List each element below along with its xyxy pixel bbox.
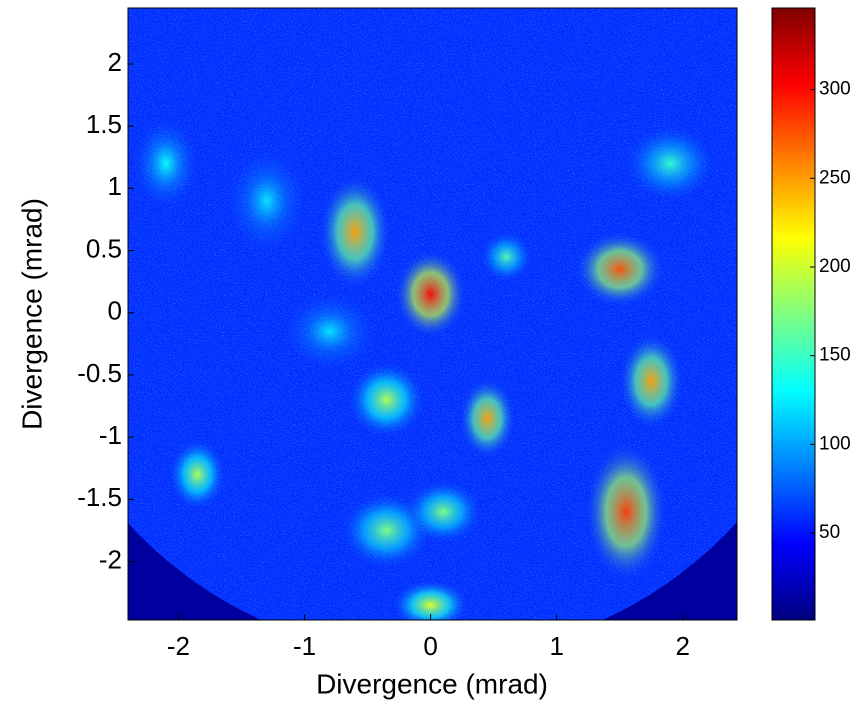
x-tick-label: 0 [423,631,437,661]
colorbar-tick-label: 100 [819,433,851,454]
y-tick-label: 1.5 [86,109,122,139]
x-axis-label: Divergence (mrad) [316,668,548,699]
speckle [128,8,737,620]
y-tick-label: 2 [108,47,122,77]
y-tick-label: -1.5 [77,482,122,512]
colorbar-tick-label: 200 [819,256,851,277]
image-disk [128,8,737,620]
colorbar-tick-label: 250 [819,167,851,188]
y-tick-label: 0 [108,296,122,326]
y-tick-label: -0.5 [77,358,122,388]
plot-frame [127,7,738,621]
x-tick-label: -1 [293,631,316,661]
y-axis-label: Divergence (mrad) [16,198,47,430]
y-tick-label: 0.5 [86,233,122,263]
colorbar [771,7,816,621]
colorbar-tick-label: 50 [819,522,840,543]
colorbar-tick-label: 300 [819,79,851,100]
y-tick-label: -2 [99,544,122,574]
y-tick-label: 1 [108,171,122,201]
image [128,8,737,620]
x-tick-label: 1 [549,631,563,661]
x-tick-label: 2 [676,631,690,661]
colorbar-tick-label: 150 [819,345,851,366]
x-tick-label: -2 [167,631,190,661]
y-tick-label: -1 [99,420,122,450]
